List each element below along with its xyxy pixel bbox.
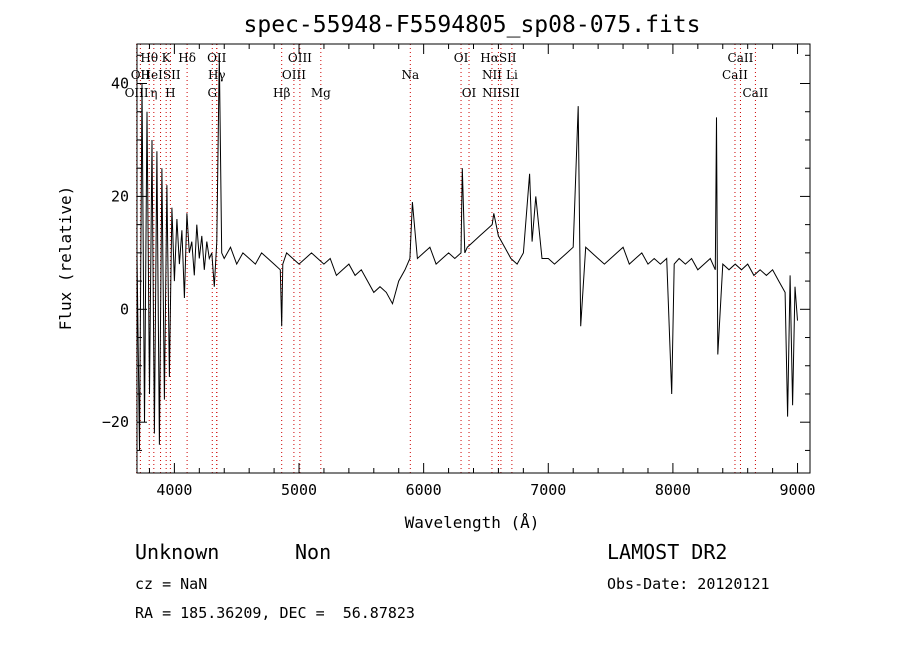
spectral-line-label: HαSII xyxy=(480,51,517,65)
chart-title: spec-55948-F5594805_sp08-075.fits xyxy=(244,12,701,38)
spectral-line-label: OII xyxy=(207,51,227,65)
axis-ticks xyxy=(137,44,810,473)
y-tick-label: 0 xyxy=(120,300,129,318)
spectral-line-label: OIII xyxy=(282,68,306,82)
spectral-line-label: OI xyxy=(462,86,477,100)
x-tick-label: 8000 xyxy=(655,481,691,499)
spectral-line-label: Mg xyxy=(311,86,331,100)
y-tick-label: −20 xyxy=(102,413,129,431)
x-tick-label: 9000 xyxy=(779,481,815,499)
spectral-line-label: CaII xyxy=(722,68,748,82)
spectral-line-label: Hθ xyxy=(140,51,158,65)
x-tick-label: 5000 xyxy=(281,481,317,499)
spectral-line-label: Hγ xyxy=(208,68,226,82)
spectral-line-label: NII xyxy=(482,68,502,82)
spectral-line-label: G xyxy=(207,86,217,100)
spectrum-line xyxy=(136,55,798,451)
spectral-line-label: Na xyxy=(401,68,419,82)
subclass-text: Non xyxy=(295,540,332,564)
redshift-text: cz = NaN xyxy=(135,575,208,593)
spectral-line-label: OI xyxy=(454,51,469,65)
spectral-line-label: NIISII xyxy=(482,86,520,100)
y-axis-label: Flux (relative) xyxy=(56,186,75,331)
coordinates-text: RA = 185.36209, DEC = 56.87823 xyxy=(135,604,415,622)
tick-labels: 4000 5000 6000 7000 8000 9000 −20 0 20 40 xyxy=(102,75,816,499)
survey-name: LAMOST DR2 xyxy=(607,540,728,564)
spectral-line-label: CaII xyxy=(728,51,754,65)
spectral-line-label: Hδ xyxy=(178,51,196,65)
plot-frame xyxy=(136,43,811,474)
y-tick-label: 40 xyxy=(111,75,129,93)
x-tick-label: 6000 xyxy=(406,481,442,499)
x-tick-label: 4000 xyxy=(156,481,192,499)
y-tick-label: 20 xyxy=(111,187,129,205)
spectral-line-label: H xyxy=(165,86,175,100)
classification-text: Unknown xyxy=(135,540,220,564)
spectral-line-label: Hβ xyxy=(273,86,290,100)
spectral-line-label: Li xyxy=(506,68,518,82)
spectral-line-label: OII xyxy=(131,68,151,82)
spectral-line-label: K xyxy=(162,51,172,65)
obs-date-text: Obs-Date: 20120121 xyxy=(607,575,770,593)
spectral-line-label: η xyxy=(150,86,157,100)
spectral-line-label: HeISII xyxy=(141,68,181,82)
spectral-line-label: OIII xyxy=(288,51,312,65)
line-markers xyxy=(136,44,756,473)
x-axis-label: Wavelength (Å) xyxy=(405,513,540,532)
x-tick-label: 7000 xyxy=(530,481,566,499)
spectral-line-label: CaII xyxy=(742,86,768,100)
